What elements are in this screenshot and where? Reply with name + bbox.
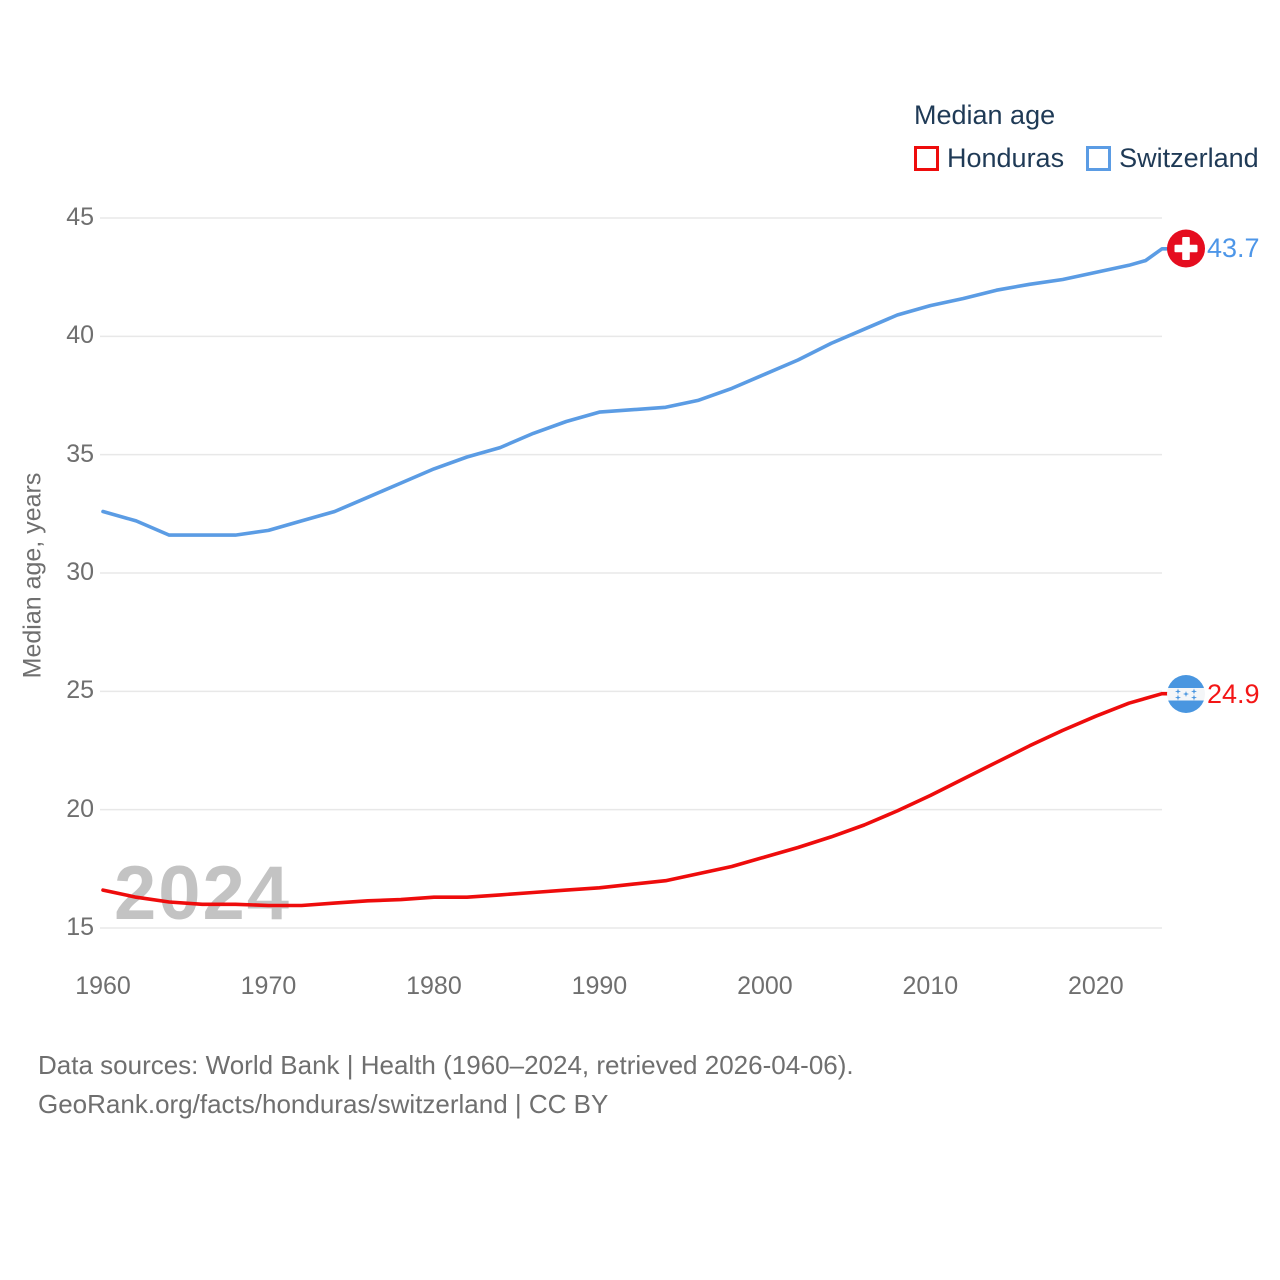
watermark-year: 2024 (114, 851, 292, 936)
y-tick-25: 25 (66, 676, 94, 705)
legend-item-switzerland[interactable]: Switzerland (1086, 143, 1259, 174)
x-tick-1980: 1980 (406, 972, 462, 1000)
legend-label-honduras: Honduras (947, 143, 1065, 173)
y-tick-40: 40 (66, 321, 94, 350)
legend-item-honduras[interactable]: Honduras (914, 143, 1064, 174)
x-tick-2020: 2020 (1068, 972, 1124, 1000)
y-tick-45: 45 (66, 203, 94, 231)
gridlines (100, 217, 1162, 929)
y-tick-20: 20 (66, 794, 94, 823)
legend-title: Median age (914, 100, 1056, 130)
x-tick-2010: 2010 (902, 972, 959, 1000)
series-line-switzerland[interactable] (101, 247, 1172, 537)
x-tick-1970: 1970 (240, 972, 297, 1000)
honduras-flag-icon (1167, 675, 1205, 713)
x-tick-1960: 1960 (75, 972, 131, 1000)
footer-data-sources: Data sources: World Bank | Health (1960–… (38, 1050, 854, 1080)
legend-items: Honduras Switzerland (914, 143, 1259, 174)
x-tick-2000: 2000 (737, 972, 793, 1000)
y-tick-35: 35 (66, 439, 94, 468)
legend-label-switzerland: Switzerland (1119, 143, 1259, 173)
switzerland-swatch-icon (1086, 146, 1112, 171)
switzerland-flag-icon (1167, 229, 1205, 268)
switzerland-end-value: 43.7 (1207, 233, 1260, 263)
honduras-swatch-icon (914, 146, 939, 171)
legend: Median age Honduras Switzerland (914, 100, 1259, 174)
x-tick-1990: 1990 (571, 972, 628, 1000)
y-tick-30: 30 (66, 558, 94, 586)
y-tick-15: 15 (66, 913, 94, 941)
series-line-honduras[interactable] (101, 691, 1172, 908)
footer-attribution: GeoRank.org/facts/honduras/switzerland |… (38, 1089, 609, 1119)
honduras-end-value: 24.9 (1207, 679, 1260, 709)
footer: Data sources: World Bank | Health (1960–… (38, 1046, 854, 1124)
